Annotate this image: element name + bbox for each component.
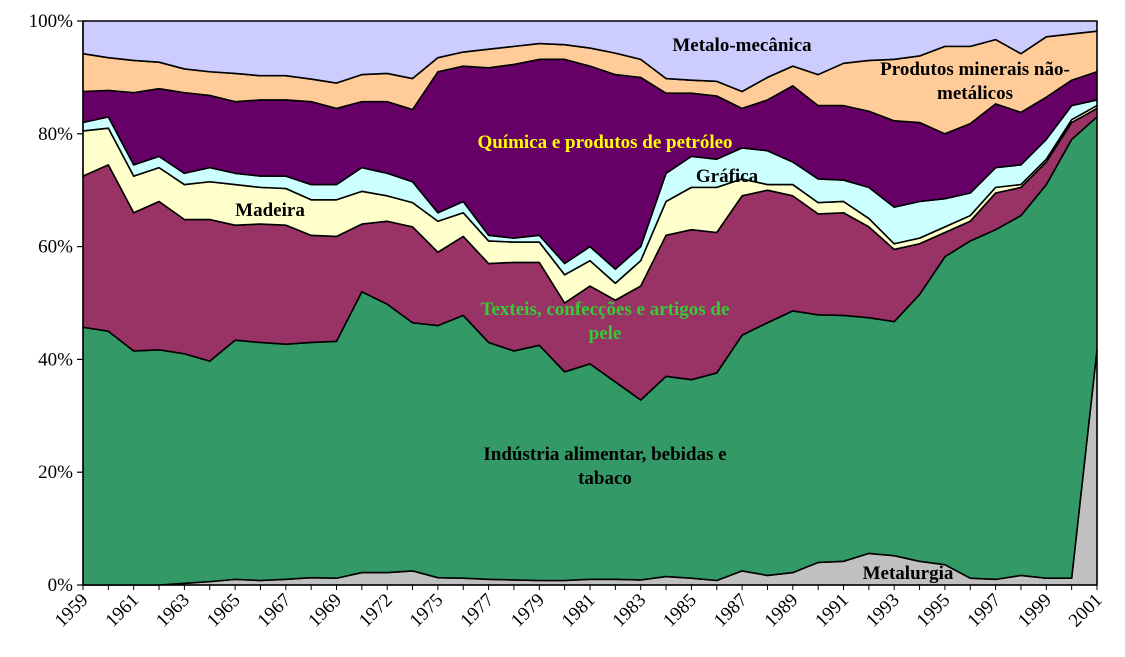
x-tick-label: 2001 xyxy=(1065,590,1107,632)
x-tick-label: 1977 xyxy=(456,590,498,632)
y-tick-label: 60% xyxy=(38,237,73,258)
series-label: Metalurgia xyxy=(862,563,954,584)
x-tick-label: 1979 xyxy=(507,590,549,632)
series-label: Química e produtos de petróleo xyxy=(477,132,733,153)
x-tick-label: 1961 xyxy=(102,590,144,632)
x-tick-label: 1972 xyxy=(355,590,397,632)
y-tick-label: 40% xyxy=(38,349,73,370)
x-tick-label: 1987 xyxy=(710,590,752,632)
y-tick-label: 100% xyxy=(29,11,74,32)
series-label: Produtos minerais não-metálicos xyxy=(880,59,1070,104)
x-tick-label: 1985 xyxy=(659,590,701,632)
series-label: Metalo-mecânica xyxy=(672,35,812,56)
x-tick-label: 1969 xyxy=(304,590,346,632)
x-tick-label: 1967 xyxy=(254,590,296,632)
x-tick-label: 1981 xyxy=(558,590,600,632)
x-tick-label: 1999 xyxy=(1014,590,1056,632)
y-tick-label: 20% xyxy=(38,462,73,483)
x-tick-label: 1993 xyxy=(862,590,904,632)
y-tick-label: 80% xyxy=(38,124,73,145)
x-tick-label: 1965 xyxy=(203,590,245,632)
x-tick-label: 1995 xyxy=(913,590,955,632)
series-label: Texteis, confecções e artigos de pele xyxy=(480,299,730,344)
x-tick-label: 1963 xyxy=(152,590,194,632)
series-label: Madeira xyxy=(235,200,305,221)
area xyxy=(82,20,1098,93)
series-label: Gráfica xyxy=(695,166,759,187)
y-tick-label: 0% xyxy=(48,575,74,596)
x-tick-label: 1997 xyxy=(963,590,1005,632)
x-tick-label: 1975 xyxy=(406,590,448,632)
x-tick-label: 1983 xyxy=(609,590,651,632)
series-label: Indústria alimentar, bebidas e tabaco xyxy=(483,444,727,489)
x-tick-label: 1991 xyxy=(811,590,853,632)
x-tick-label: 1989 xyxy=(761,590,803,632)
